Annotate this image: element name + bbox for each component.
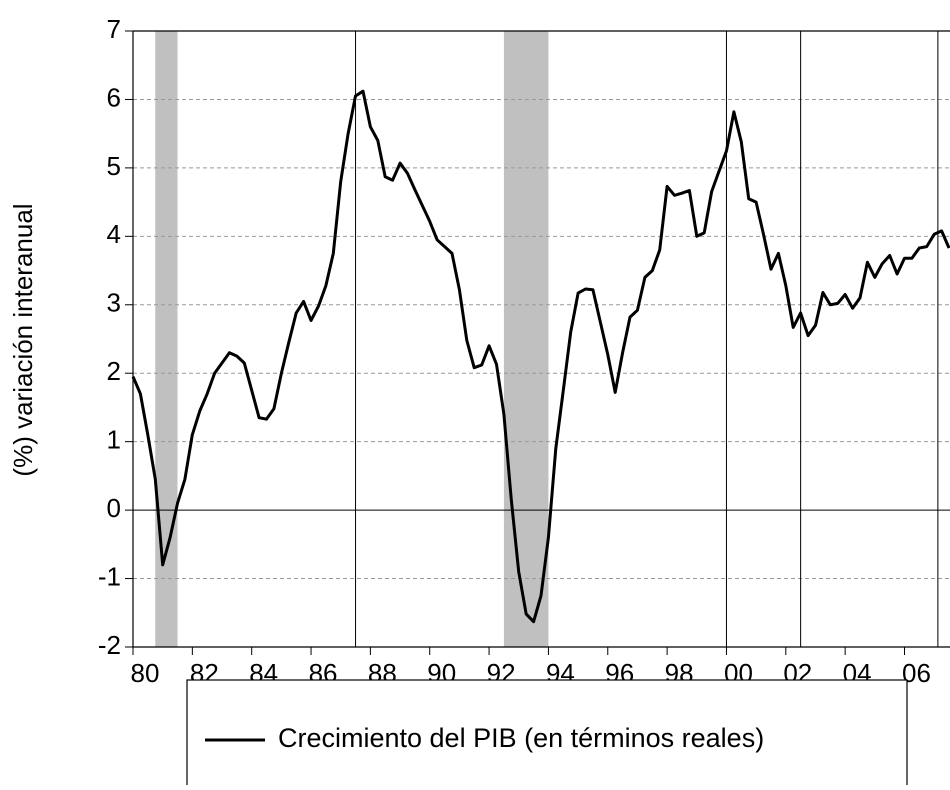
- plot-frame: [132, 30, 950, 648]
- y-tick-label: 3: [107, 288, 121, 318]
- y-tick-label: 1: [107, 425, 121, 455]
- data-line: [131, 89, 950, 624]
- y-axis-label: (%) variación interanual: [8, 203, 38, 476]
- y-tick-label: -1: [98, 561, 121, 591]
- y-tick-label: 5: [107, 151, 121, 181]
- y-tick-label: -2: [98, 630, 121, 660]
- shaded-period: [503, 31, 549, 647]
- y-tick-label: 2: [107, 356, 121, 386]
- x-tick-label: 80: [131, 658, 160, 688]
- y-tick-label: 6: [107, 82, 121, 112]
- y-tick-label: 4: [107, 219, 121, 249]
- legend-box: [186, 679, 908, 790]
- legend-label: Crecimiento del PIB (en términos reales): [278, 723, 764, 753]
- y-tick-label: 7: [107, 14, 121, 44]
- y-tick-label: 0: [107, 493, 121, 523]
- shaded-period: [155, 31, 178, 647]
